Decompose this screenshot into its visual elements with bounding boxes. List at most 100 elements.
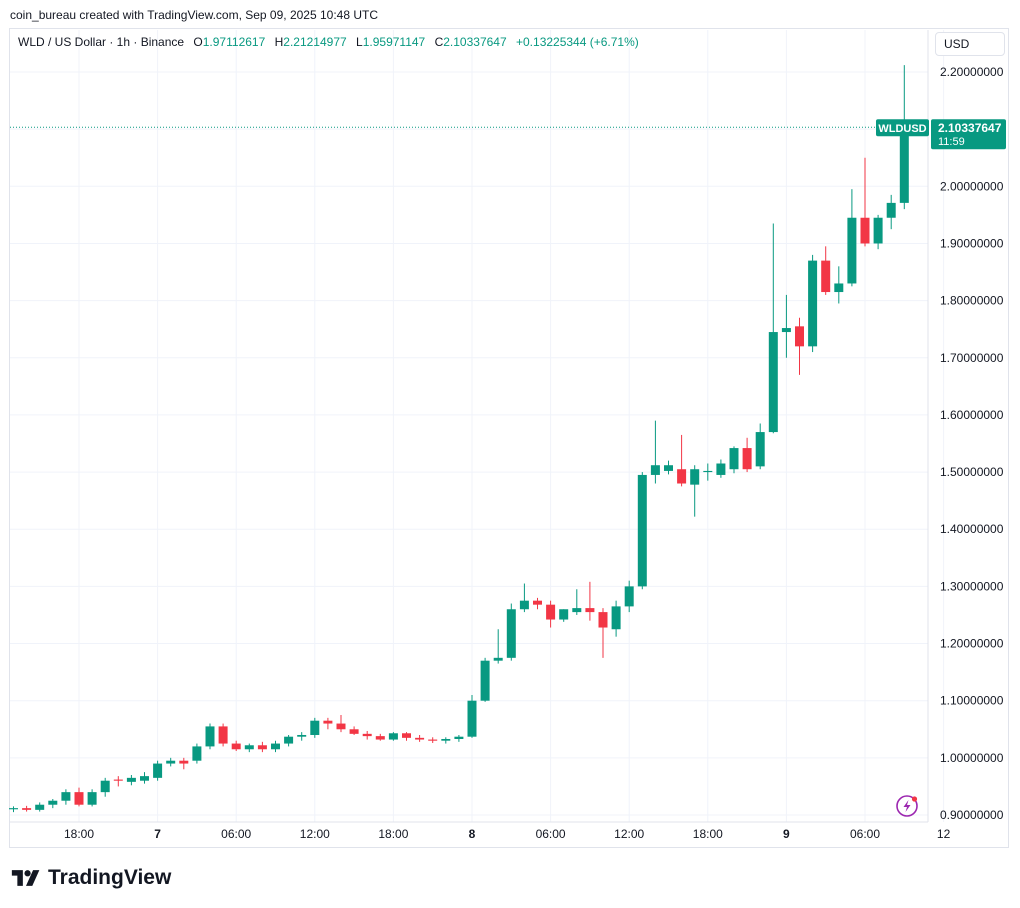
candle [271, 740, 280, 753]
candle [362, 730, 372, 740]
high-label: H [274, 35, 284, 49]
candle-body [179, 760, 189, 764]
candle-body [244, 745, 254, 750]
candle-body [506, 609, 516, 658]
candle-body [113, 779, 123, 781]
candle-body [349, 729, 359, 734]
candle [310, 717, 320, 738]
candle-body [284, 736, 294, 744]
candle-body [388, 733, 398, 740]
candle-body [48, 800, 58, 805]
candle-body [441, 738, 451, 741]
y-tick-label: 1.90000000 [940, 236, 1004, 250]
candle [650, 420, 660, 484]
candle-body [74, 792, 84, 805]
candle [205, 723, 215, 750]
candle-body [637, 474, 647, 587]
candle-body [873, 217, 883, 244]
candle [716, 459, 726, 478]
y-tick-label: 1.00000000 [940, 751, 1004, 765]
candle [336, 714, 346, 733]
symbol-label[interactable]: WLD / US Dollar · 1h · Binance [18, 35, 185, 49]
candle [388, 732, 398, 741]
candle-body [519, 600, 529, 610]
candle-body [821, 260, 831, 293]
candle-body [35, 804, 45, 810]
candle [808, 254, 818, 353]
candle [781, 294, 791, 358]
candle [140, 772, 149, 784]
candle-body [624, 586, 634, 607]
candle [284, 734, 294, 747]
candle-body [781, 328, 791, 333]
candle-body [192, 746, 202, 761]
candle [349, 726, 359, 735]
x-tick-label: 06:00 [536, 827, 566, 841]
y-tick-label: 2.00000000 [940, 179, 1004, 193]
candle-body [271, 743, 280, 750]
candle-body [493, 657, 503, 661]
candle [100, 777, 110, 797]
candle-body [454, 736, 464, 739]
y-tick-label: 2.20000000 [940, 65, 1004, 79]
y-axis: 0.90000000 1.00000000 1.10000000 1.20000000… [927, 30, 1004, 822]
open-value: 1.97112617 [202, 35, 266, 49]
candle-body [703, 470, 713, 473]
symbol-tag-text: WLDUSD [878, 123, 926, 135]
candle-body [886, 202, 896, 218]
candle [231, 740, 241, 751]
candle-body [533, 600, 542, 605]
candle-body [257, 745, 267, 750]
candle-body [650, 465, 660, 475]
candle-body [847, 217, 857, 284]
candle-body [716, 463, 726, 475]
y-tick-label: 1.60000000 [940, 408, 1004, 422]
candle [153, 760, 163, 781]
candle [87, 789, 97, 807]
candle [506, 603, 516, 661]
candle [598, 608, 608, 658]
candle [415, 734, 425, 742]
candle [624, 580, 634, 613]
x-tick-label: 12 [937, 827, 951, 841]
candle-body [729, 448, 739, 470]
y-tick-label: 1.10000000 [940, 694, 1004, 708]
candle [35, 802, 45, 812]
candle [375, 733, 385, 741]
candle-body [559, 609, 569, 620]
currency-button[interactable]: USD [935, 32, 1005, 56]
brand[interactable]: TradingView [10, 866, 171, 890]
price-tag-countdown: 11:59 [938, 136, 965, 148]
x-tick-label: 18:00 [693, 827, 723, 841]
y-tick-label: 1.40000000 [940, 522, 1004, 536]
candle [533, 597, 542, 610]
price-tag-value: 2.10337647 [938, 121, 1002, 135]
candle [873, 214, 883, 250]
candle-body [218, 726, 228, 744]
flash-icon[interactable] [896, 795, 918, 817]
candle [113, 776, 123, 787]
candle-body [899, 127, 909, 203]
candle [428, 737, 438, 743]
candle-body [415, 737, 425, 740]
candle-body [9, 808, 18, 810]
close-label: C [434, 35, 444, 49]
candle [886, 194, 896, 230]
close-value: 2.10337647 [443, 35, 507, 49]
candle-body [690, 469, 700, 485]
candle-body [362, 733, 372, 737]
candle [22, 805, 32, 812]
candle-body [22, 808, 32, 810]
change-value: +0.13225344 (+6.71%) [516, 35, 639, 49]
x-tick-label: 8 [469, 827, 476, 841]
candle-body [611, 606, 621, 630]
candle [402, 732, 411, 741]
x-tick-label: 06:00 [221, 827, 251, 841]
candle-body [598, 612, 608, 628]
candle [664, 460, 673, 475]
candle [572, 589, 582, 615]
grid [10, 30, 945, 822]
candle-body [402, 733, 411, 738]
low-label: L [356, 35, 363, 49]
